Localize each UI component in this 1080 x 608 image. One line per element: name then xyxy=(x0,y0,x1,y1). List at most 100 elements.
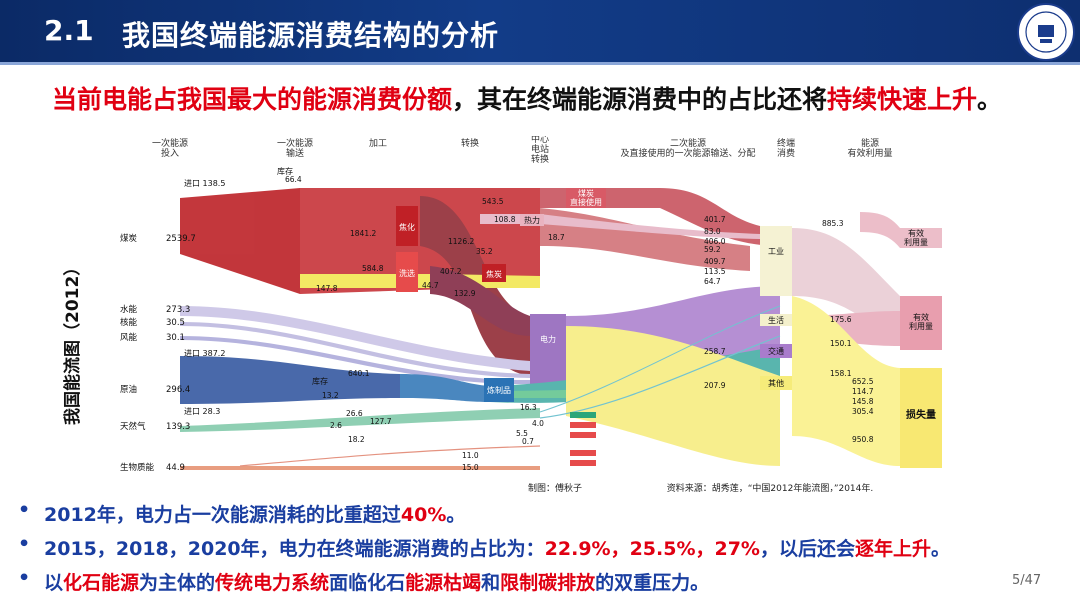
coking-node xyxy=(482,264,506,282)
flow-value-23: 59.2 xyxy=(704,245,721,254)
bullet-text-part: ，以后还会 xyxy=(759,538,855,560)
bullet-text: 2012年，电力占一次能源消耗的比重超过40%。 xyxy=(44,500,465,527)
flow-value-29: 885.3 xyxy=(822,219,844,228)
flow-value-8: 147.8 xyxy=(316,284,338,293)
oil-refining-node xyxy=(484,378,514,402)
bullet-list: • 2012年，电力占一次能源消耗的比重超过40%。 • 2015，2018，2020… xyxy=(18,499,1068,602)
flow-value-21: 83.0 xyxy=(704,227,721,236)
flow-value-11: 18.7 xyxy=(548,233,565,242)
flow-value-40: 5.5 xyxy=(516,429,528,438)
headline-part2: ，其在终端能源消费中的占比还将 xyxy=(452,85,828,114)
storage-oil-label: 库存 xyxy=(312,376,328,386)
secondary-yellow xyxy=(566,326,780,466)
source-name-5: 天然气 xyxy=(120,421,146,432)
bullet-text-part: 。 xyxy=(931,538,951,560)
col-power-station: 中心电站转换 xyxy=(531,136,549,165)
bullet-text: 以化石能源为主体的传统电力系统面临化石能源枯竭和限制碳排放的双重压力。 xyxy=(44,568,709,595)
source-value-1: 273.3 xyxy=(166,305,190,315)
loss-label: 损失量 xyxy=(906,408,936,421)
bullet-text-part: 22.9%，25.5%，27% xyxy=(544,538,760,560)
import-label-1: 进口 387.2 xyxy=(184,349,225,358)
other-label: 其他 xyxy=(768,378,784,388)
bullet-text-part: 。 xyxy=(446,504,466,526)
bullet-item-2: • 以化石能源为主体的传统电力系统面临化石能源枯竭和限制碳排放的双重压力。 xyxy=(18,567,1068,602)
source-name-0: 煤炭 xyxy=(120,233,138,244)
flow-value-36: 305.4 xyxy=(852,407,874,416)
flow-value-10: 132.9 xyxy=(454,289,476,298)
biomass-flow xyxy=(180,466,540,470)
diagram-side-label: 我国能流图（2012） xyxy=(52,255,83,425)
hydro-flow xyxy=(180,306,530,371)
effective-node-bar xyxy=(900,296,942,350)
bullet-text-part: 逐年上升 xyxy=(854,538,931,560)
slide-title: 我国终端能源消费结构的分析 xyxy=(122,19,500,52)
headline-part1: 当前电能占我国最大的能源消费份额 xyxy=(52,85,453,114)
small-node-5 xyxy=(570,460,596,466)
coking-label: 焦炭 xyxy=(486,269,502,279)
flow-value-18: 11.0 xyxy=(462,451,479,460)
flow-value-4: 1126.2 xyxy=(448,237,474,246)
flow-value-25: 113.5 xyxy=(704,267,726,276)
import-labels: 进口 138.5 进口 387.2 进口 28.3 xyxy=(184,179,225,416)
flow-value-31: 150.1 xyxy=(830,339,852,348)
bullet-text-part: 以 xyxy=(44,572,64,594)
coal-flow xyxy=(180,188,300,294)
headline-part3: 持续快速上升 xyxy=(827,85,978,114)
bullet-text-part: 2015，2018，2020年，电力在终端能源消费的占比为： xyxy=(44,538,545,560)
bullet-dot-icon: • xyxy=(18,567,31,589)
col-efficiency: 能源有效利用量 xyxy=(847,137,892,159)
flow-value-1: 1841.2 xyxy=(350,229,376,238)
bullet-text-part: 的双重压力。 xyxy=(595,572,710,594)
col-conversion: 转换 xyxy=(461,137,479,149)
coke-gas-label: 焦化 xyxy=(399,222,415,232)
heat-node xyxy=(520,214,544,226)
flow-value-32: 158.1 xyxy=(830,369,852,378)
heat-flow xyxy=(480,214,760,239)
loss-node-bar xyxy=(900,368,942,468)
source-value-2: 30.5 xyxy=(166,318,185,328)
flow-value-15: 127.7 xyxy=(370,417,392,426)
coal-wash-node xyxy=(396,252,418,292)
oil-flow xyxy=(180,356,400,404)
credit-drawn-by: 制图：傅秋子 xyxy=(528,482,582,494)
headline-part4: 。 xyxy=(977,85,1003,114)
flow-value-20: 401.7 xyxy=(704,215,726,224)
energy-flow-diagram: 一次能源投入 一次能源输送 加工 转换 中心电站转换 二次能源及直接使用的一次能… xyxy=(120,136,942,494)
flow-ribbons xyxy=(180,188,942,470)
wind-flow xyxy=(180,336,530,385)
flow-value-5: 35.2 xyxy=(476,247,493,256)
col-processing: 加工 xyxy=(369,138,387,149)
flow-value-6: 584.8 xyxy=(362,264,384,273)
flow-value-39: 4.0 xyxy=(532,419,544,428)
source-name-4: 原油 xyxy=(120,384,137,395)
flow-value-34: 114.7 xyxy=(852,387,874,396)
transport-label: 交通 xyxy=(768,346,784,356)
coal-wash-label: 洗选 xyxy=(399,268,415,278)
flow-value-14: 26.6 xyxy=(346,409,363,418)
source-name-3: 风能 xyxy=(120,332,138,343)
flow-value-12: 640.1 xyxy=(348,369,370,378)
col-primary-transport: 一次能源输送 xyxy=(277,137,313,159)
bullet-dot-icon: • xyxy=(18,533,31,555)
small-node-3 xyxy=(570,432,596,438)
bullet-item-1: • 2015，2018，2020年，电力在终端能源消费的占比为：22.9%，25.… xyxy=(18,533,1068,568)
import-label-0: 进口 138.5 xyxy=(184,179,225,188)
nuclear-flow xyxy=(180,322,530,378)
flow-value-7: 407.2 xyxy=(440,267,462,276)
transport-node xyxy=(760,344,792,358)
source-name-2: 核能 xyxy=(120,317,138,328)
coal-direct-node xyxy=(566,188,606,208)
effective-top-label: 有效利用量 xyxy=(904,228,928,247)
small-node-4 xyxy=(570,450,596,456)
effective-label: 有效利用量 xyxy=(909,312,933,331)
flow-value-3: 108.8 xyxy=(494,215,516,224)
flow-value-26: 64.7 xyxy=(704,277,721,286)
source-labels: 煤炭 2539.7 水能 273.3 核能 30.5 风能 30.1 原油 296.4 天然气 139… xyxy=(120,233,196,473)
flow-value-16: 16.3 xyxy=(520,403,537,412)
source-value-0: 2539.7 xyxy=(166,234,196,244)
heat-label: 热力 xyxy=(524,215,540,225)
header-underline xyxy=(0,62,1080,65)
bullet-text-part: 限制碳排放 xyxy=(500,572,596,594)
bullet-text-part: 为主体的 xyxy=(139,572,216,594)
col-terminal: 终端消费 xyxy=(777,137,795,159)
